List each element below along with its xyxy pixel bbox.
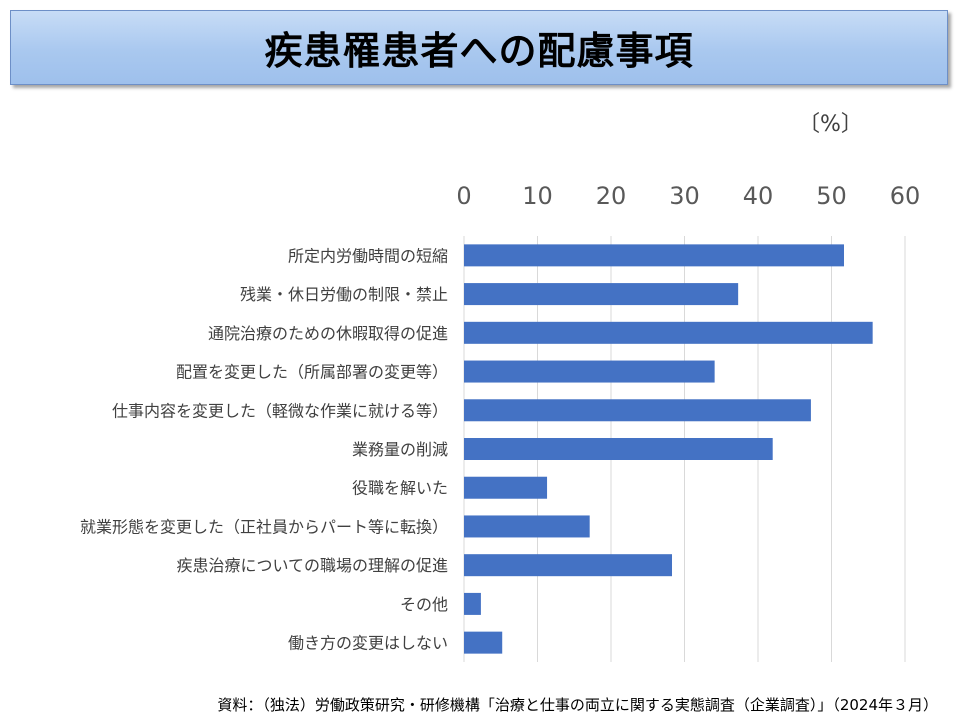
bar [464, 476, 548, 499]
category-label: 通院治療のための休暇取得の促進 [208, 324, 448, 343]
x-tick-label: 50 [816, 182, 847, 210]
bar [464, 360, 715, 383]
source-note: 資料：（独法）労働政策研究・研修機構「治療と仕事の両立に関する実態調査（企業調査… [217, 696, 938, 714]
category-label: その他 [400, 595, 448, 614]
category-label: 配置を変更した（所属部署の変更等） [176, 363, 448, 382]
category-label: 役職を解いた [352, 479, 448, 498]
category-label: 就業形態を変更した（正社員からパート等に転換） [80, 517, 448, 536]
category-label: 疾患治療についての職場の理解の促進 [176, 556, 448, 575]
x-tick-label: 0 [456, 182, 471, 210]
bar [464, 438, 773, 460]
x-tick-label: 60 [890, 182, 921, 210]
bar [464, 399, 811, 422]
category-label: 所定内労働時間の短縮 [288, 246, 448, 265]
category-label: 残業・休日労働の制限・禁止 [240, 285, 448, 304]
title-banner: 疾患罹患者への配慮事項 [10, 10, 948, 85]
bar [464, 283, 739, 306]
bar-chart: 0 10 20 30 40 50 60 所定内労働時間の短縮残業・休日労働の制限・禁止通院治療… [80, 182, 921, 662]
category-label: 仕事内容を変更した（軽微な作業に就ける等） [112, 401, 448, 420]
x-tick-label: 10 [522, 182, 553, 210]
bar [464, 244, 844, 267]
bar [464, 554, 673, 577]
bar [464, 592, 481, 615]
category-label: 働き方の変更はしない [288, 634, 448, 653]
x-tick-label: 20 [596, 182, 627, 210]
page-title: 疾患罹患者への配慮事項 [264, 29, 694, 73]
bar [464, 631, 503, 654]
bar [464, 515, 590, 538]
category-label: 業務量の削減 [352, 440, 448, 459]
x-tick-label: 40 [743, 182, 774, 210]
bar [464, 321, 873, 344]
x-tick-label: 30 [669, 182, 700, 210]
unit-label: 〔%〕 [798, 112, 863, 137]
